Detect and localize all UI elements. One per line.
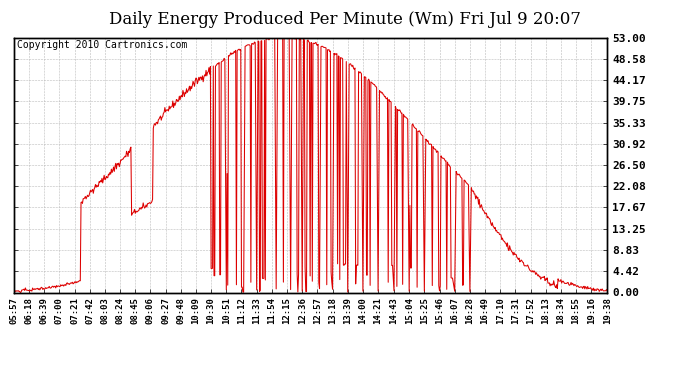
Text: Copyright 2010 Cartronics.com: Copyright 2010 Cartronics.com (17, 40, 187, 50)
Text: Daily Energy Produced Per Minute (Wm) Fri Jul 9 20:07: Daily Energy Produced Per Minute (Wm) Fr… (109, 11, 581, 28)
